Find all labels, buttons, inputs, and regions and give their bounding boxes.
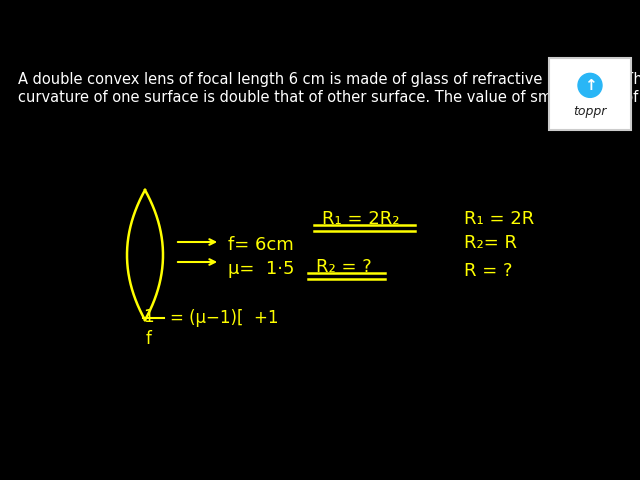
Text: toppr: toppr (573, 106, 607, 119)
Text: R₁ = 2R₂: R₁ = 2R₂ (322, 210, 399, 228)
Text: f= 6cm: f= 6cm (228, 236, 294, 254)
Text: ↑: ↑ (584, 78, 596, 93)
Text: R₂ = ?: R₂ = ? (316, 258, 372, 276)
Text: f: f (146, 330, 152, 348)
Text: R₂= R: R₂= R (464, 234, 517, 252)
Circle shape (578, 73, 602, 97)
Text: = (μ−1)[  +1: = (μ−1)[ +1 (170, 309, 278, 327)
Text: A double convex lens of focal length 6 cm is made of glass of refractive index 1: A double convex lens of focal length 6 c… (18, 72, 640, 87)
Text: 1: 1 (143, 308, 154, 326)
Text: R = ?: R = ? (464, 262, 513, 280)
Text: R₁ = 2R: R₁ = 2R (464, 210, 534, 228)
Text: curvature of one surface is double that of other surface. The value of small rad: curvature of one surface is double that … (18, 90, 640, 105)
FancyBboxPatch shape (549, 58, 631, 130)
Text: μ=  1·5: μ= 1·5 (228, 260, 294, 278)
